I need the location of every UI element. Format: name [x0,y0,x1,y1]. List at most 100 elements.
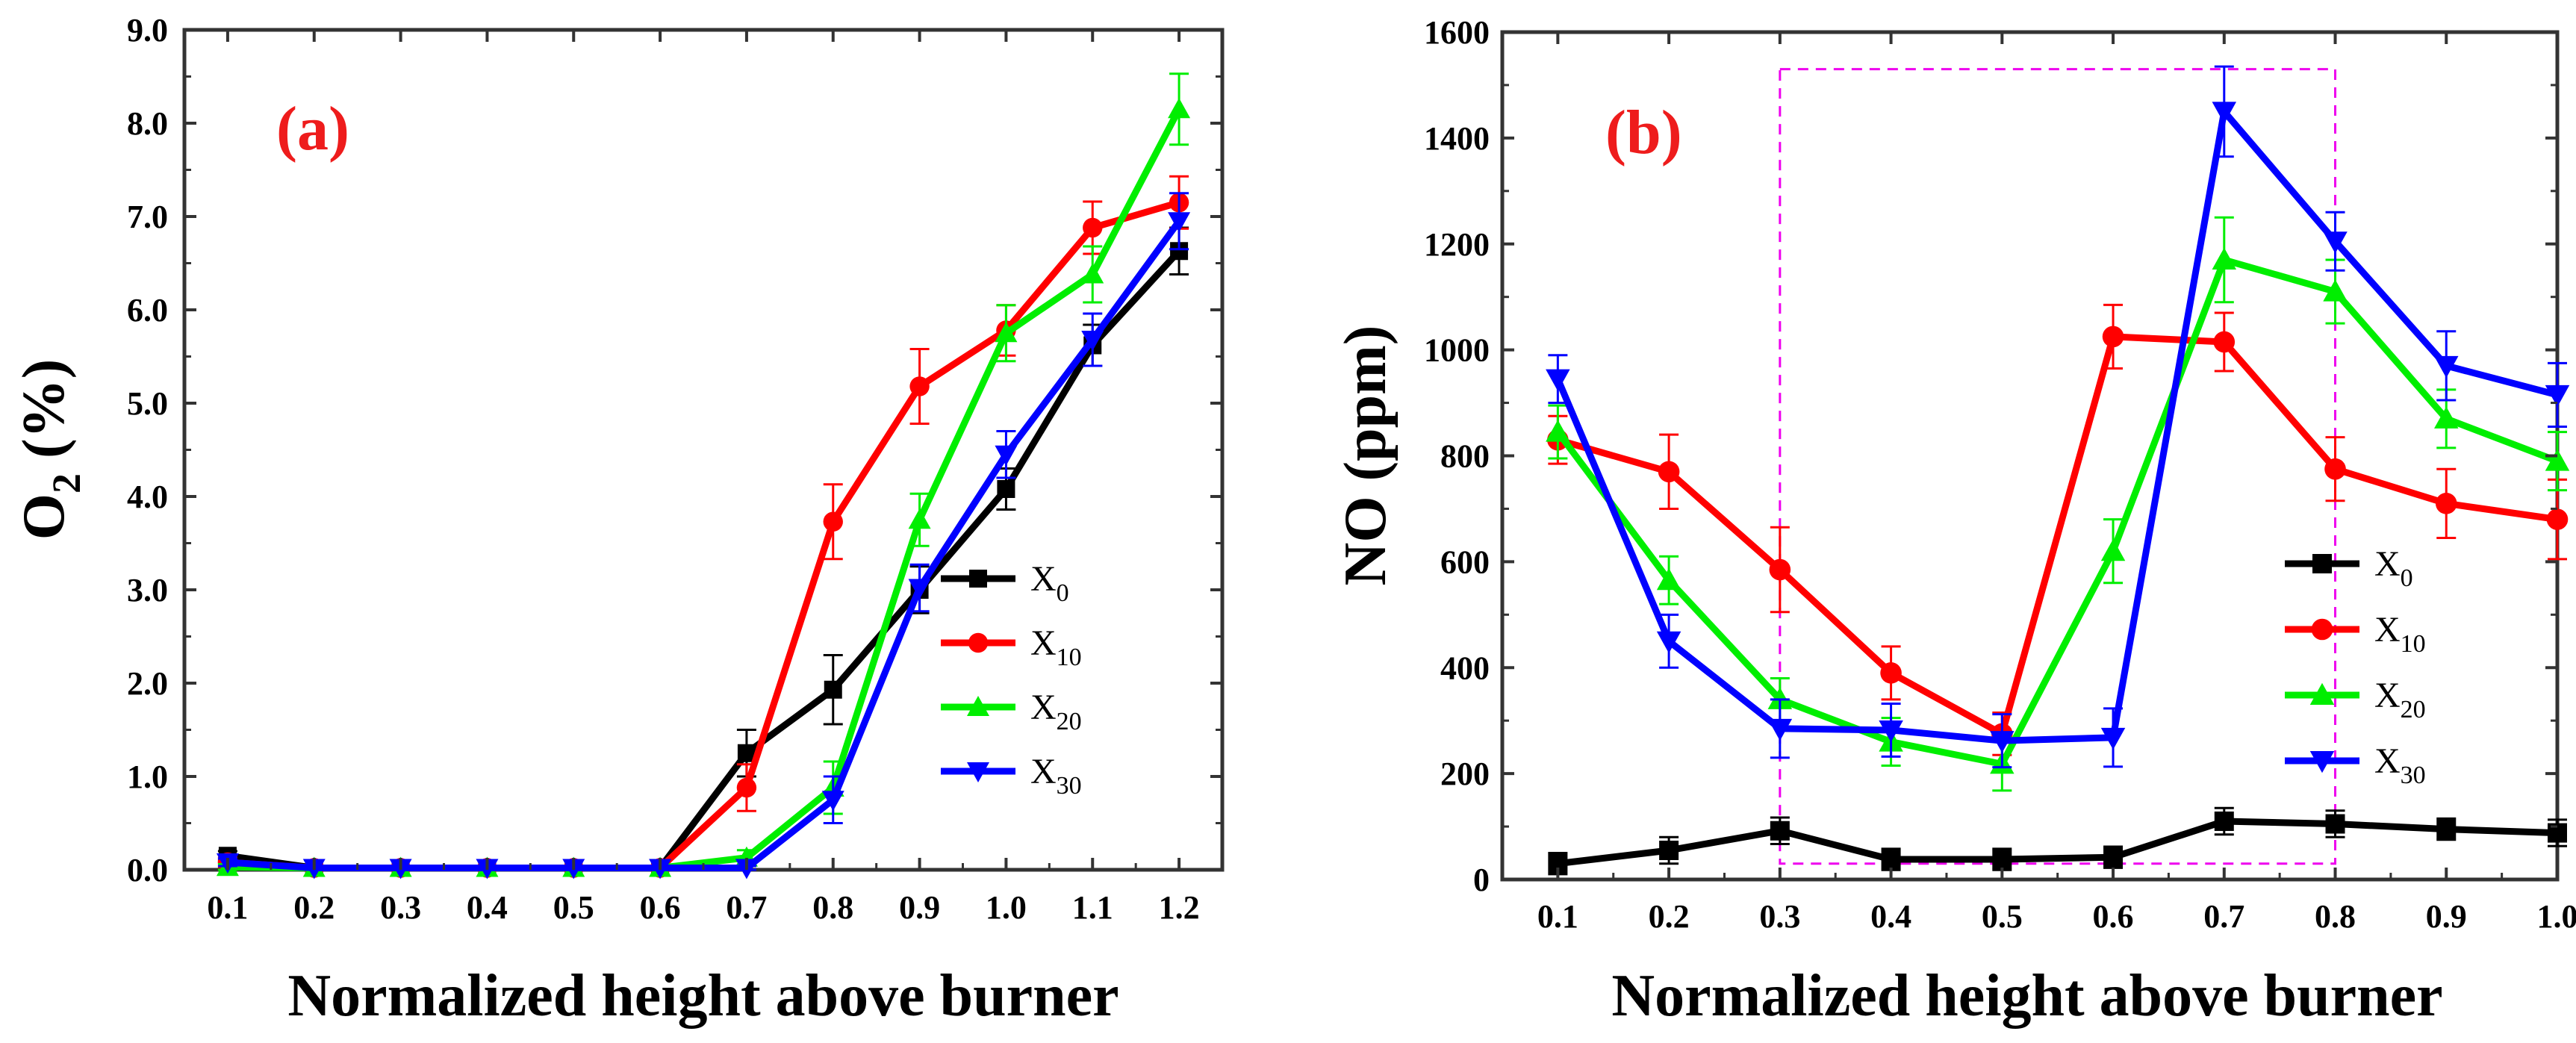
data-point-X10 [823,511,843,532]
legend-item-X0: X0 [2285,544,2413,592]
y-tick-label: 5.0 [127,385,168,422]
series-line-X20 [1555,256,2559,768]
x-tick-label: 0.2 [1649,898,1690,935]
legend-marker-X0 [2312,554,2332,573]
data-point-X20 [2323,279,2348,302]
data-point-X10 [2102,326,2124,348]
data-point-X0 [1770,821,1790,841]
x-axis-title-a: Normalized height above burner [287,963,1119,1029]
legend-marker-X20 [2309,682,2335,705]
y-tick-label: 2.0 [127,665,168,702]
data-point-X0 [2325,814,2345,834]
x-tick-label: 0.9 [899,889,940,926]
data-point-X0 [997,480,1015,498]
x-tick-label: 0.4 [467,889,508,926]
legend-item-X30: X30 [941,752,1082,800]
y-axis-title-b: NO (ppm) [1333,326,1399,586]
legend-label-X0: X0 [2374,544,2413,592]
x-tick-label: 0.7 [2203,898,2244,935]
y-tick-label: 400 [1440,650,1490,686]
data-point-X20 [2434,406,2459,429]
data-point-X30 [2212,102,2237,124]
data-point-X30 [995,445,1018,466]
chart-panel-b: 0 200 400 600 800 1000 1200 1400 1600 0.1 0.2 0.3 0.… [1333,14,2576,1029]
y-tick-label: 9.0 [127,12,168,49]
data-point-X30 [908,579,931,600]
x-tick-label: 0.1 [207,889,248,926]
data-point-X10 [1083,217,1103,238]
legend-marker-X30 [967,762,989,782]
data-point-X20 [995,322,1018,343]
legend-label-X20: X20 [2374,676,2426,723]
legend-marker-X10 [968,632,989,653]
series-line-X0 [1557,818,2558,868]
legend-item-X0: X0 [941,559,1069,607]
legend-item-X20: X20 [941,688,1082,735]
data-point-X0 [1992,850,2012,870]
data-point-X20 [2100,538,2126,561]
data-point-X20 [2545,449,2570,471]
y-tick-label: 1.0 [127,759,168,795]
data-point-X0 [1881,850,1901,870]
y-tick-label: 1400 [1424,120,1490,157]
y-tick-label: 3.0 [127,572,168,608]
legend-marker-X10 [2311,618,2333,641]
y-tick-label: 200 [1440,756,1490,792]
data-point-X30 [2545,384,2570,408]
data-point-X20 [2212,247,2237,270]
y-tick-label: 7.0 [127,199,168,235]
data-point-X10 [909,376,930,396]
x-tick-label: 1.0 [986,889,1027,926]
x-axis-title-b: Normalized height above burner [1611,963,2442,1029]
ticks-a: 0.0 1.0 2.0 3.0 4.0 5.0 6.0 7.0 8.0 9.0 0.1 0.2 0.3 0… [127,12,1222,926]
data-point-X30 [2434,355,2459,379]
legend-item-X10: X10 [2285,610,2426,658]
panel-label-b: (b) [1605,98,1682,167]
series-line-X30 [1555,108,2559,744]
y-tick-label: 800 [1440,438,1490,475]
x-tick-label: 0.3 [380,889,421,926]
x-tick-label: 0.3 [1759,898,1800,935]
x-tick-label: 1.2 [1159,889,1200,926]
data-point-X0 [2436,819,2457,839]
y-tick-label: 6.0 [127,292,168,329]
y-tick-label: 1600 [1424,14,1490,51]
x-tick-label: 0.6 [640,889,681,926]
data-point-X30 [2100,727,2126,750]
data-point-X10 [2546,508,2569,530]
series-layer-b [1546,65,2570,876]
y-tick-label: 8.0 [127,105,168,142]
data-point-X30 [1546,369,1570,391]
data-point-X30 [1767,718,1793,741]
data-point-X30 [1879,720,1903,743]
data-point-X20 [1546,420,1570,442]
x-tick-label: 0.5 [553,889,594,926]
x-tick-label: 0.4 [1870,898,1911,935]
data-point-X30 [821,791,844,812]
data-point-X30 [1656,631,1681,654]
legend-label-X30: X30 [2374,741,2426,789]
data-point-X10 [2324,458,2346,480]
data-point-X0 [2103,847,2124,868]
data-point-X20 [908,508,931,529]
y-tick-label: 0 [1473,862,1490,898]
data-point-X20 [1081,263,1104,284]
series-X30 [1546,65,2570,769]
legend-label-X30: X30 [1030,752,1082,800]
data-point-X20 [1656,567,1681,591]
data-point-X10 [1658,461,1680,483]
x-tick-label: 0.8 [2315,898,2356,935]
legend-item-X20: X20 [2285,676,2426,723]
x-tick-label: 0.2 [293,889,335,926]
y-tick-label: 1200 [1424,226,1490,263]
panel-label-a: (a) [276,94,349,164]
x-tick-label: 0.1 [1537,898,1578,935]
x-tick-label: 0.7 [726,889,767,926]
y-axis-title-a-tail: (%) [11,359,77,473]
data-point-X0 [1659,840,1679,860]
legend-label-X10: X10 [2374,610,2426,658]
x-tick-label: 1.0 [2537,898,2576,935]
legend-item-X30: X30 [2285,741,2426,789]
data-point-X30 [1990,731,2015,753]
